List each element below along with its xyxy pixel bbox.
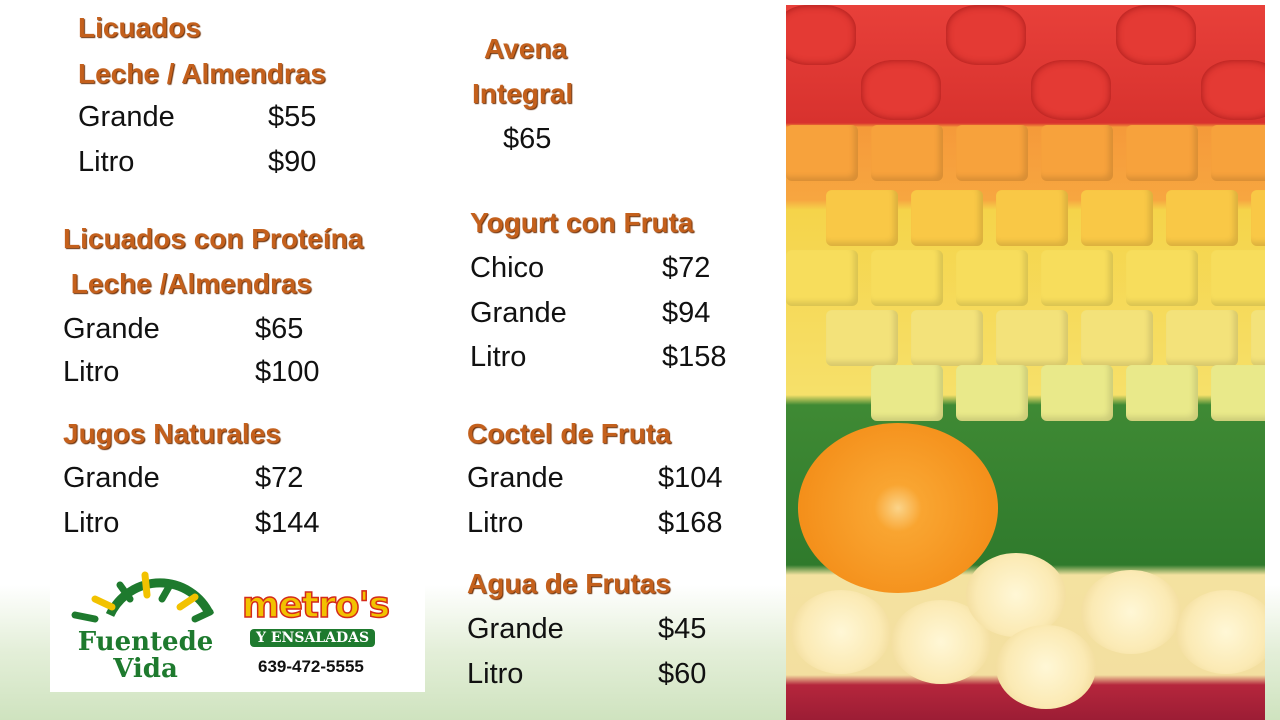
section-title: Licuados: [78, 12, 201, 43]
fruit-cube: [871, 125, 943, 181]
fruit-cube: [1081, 310, 1153, 366]
fruit-cube: [1251, 190, 1265, 246]
fruit-cube: [1251, 310, 1265, 366]
banana-slice: [1176, 590, 1265, 674]
fruit-cube: [956, 250, 1028, 306]
price: $65: [503, 123, 552, 155]
price: $104: [658, 462, 723, 494]
strawberry: [1031, 60, 1111, 120]
strawberry: [786, 5, 856, 65]
banana-slice: [791, 590, 891, 674]
sponsor-logos: Fuentede Vida metro's Y ENSALADAS 639-47…: [50, 567, 425, 692]
strawberry: [1201, 60, 1265, 120]
price: $45: [658, 613, 707, 645]
section-title: Avena: [484, 33, 568, 64]
sun-logo-icon: [71, 571, 215, 623]
fruit-cube: [911, 310, 983, 366]
price: $158: [662, 341, 727, 373]
fruit-cube: [786, 125, 858, 181]
metros-logo: metro's: [241, 585, 391, 626]
price: $168: [658, 507, 723, 539]
size-label: Grande: [63, 462, 160, 494]
fruit-cube: [1041, 250, 1113, 306]
price: $55: [268, 101, 317, 133]
price: $94: [662, 297, 711, 329]
fruit-cube: [871, 250, 943, 306]
section-subtitle: Leche /Almendras: [63, 268, 312, 299]
fruit-cube: [1211, 125, 1265, 181]
strawberry: [1116, 5, 1196, 65]
section-title: Coctel de Fruta: [467, 418, 671, 449]
price: $72: [255, 462, 304, 494]
fruit-cube: [956, 365, 1028, 421]
fruit-cube: [996, 310, 1068, 366]
brand-name-line1: Fuentede: [77, 627, 214, 657]
fruit-cube: [1166, 190, 1238, 246]
size-label: Grande: [470, 297, 567, 329]
size-label: Grande: [467, 462, 564, 494]
section-title: Jugos Naturales: [63, 418, 281, 449]
fruit-cube: [871, 365, 943, 421]
section-title: Licuados con Proteína: [63, 223, 364, 254]
size-label: Litro: [63, 356, 120, 388]
section-title: Yogurt con Fruta: [470, 207, 694, 238]
section-title: Agua de Frutas: [467, 568, 671, 599]
size-label: Grande: [78, 101, 175, 133]
fruit-photo: [786, 5, 1265, 720]
price: $65: [255, 313, 304, 345]
fruit-cube: [826, 310, 898, 366]
size-label: Litro: [467, 507, 524, 539]
size-label: Grande: [467, 613, 564, 645]
fruit-cube: [911, 190, 983, 246]
fruit-cube: [1211, 365, 1265, 421]
size-label: Grande: [63, 313, 160, 345]
price: $144: [255, 507, 320, 539]
strawberry: [946, 5, 1026, 65]
fruit-cube: [956, 125, 1028, 181]
fruit-cube: [1211, 250, 1265, 306]
orange-slice: [798, 423, 998, 593]
size-label: Litro: [78, 146, 135, 178]
price: $72: [662, 252, 711, 284]
fruit-cube: [1126, 250, 1198, 306]
size-label: Litro: [470, 341, 527, 373]
fruit-cube: [1041, 125, 1113, 181]
brand-name-line2: Vida: [113, 654, 178, 684]
fruit-cube: [1126, 125, 1198, 181]
section-subtitle: Leche / Almendras: [78, 58, 326, 89]
metros-subtitle: Y ENSALADAS: [250, 629, 376, 647]
phone-number: 639-472-5555: [258, 657, 364, 676]
fruit-cube: [1041, 365, 1113, 421]
banana-slice: [1081, 570, 1181, 654]
price: $90: [268, 146, 317, 178]
banana-slice: [966, 553, 1066, 637]
banana-slice: [996, 625, 1096, 709]
fruit-cube: [1126, 365, 1198, 421]
section-subtitle: Integral: [472, 78, 574, 109]
strawberry: [861, 60, 941, 120]
fruit-cube: [786, 250, 858, 306]
fruit-cube: [996, 190, 1068, 246]
fruit-cube: [826, 190, 898, 246]
size-label: Litro: [467, 658, 524, 690]
price: $60: [658, 658, 707, 690]
fruit-cube: [1166, 310, 1238, 366]
size-label: Litro: [63, 507, 120, 539]
price: $100: [255, 356, 320, 388]
fruit-cube: [1081, 190, 1153, 246]
size-label: Chico: [470, 252, 545, 284]
